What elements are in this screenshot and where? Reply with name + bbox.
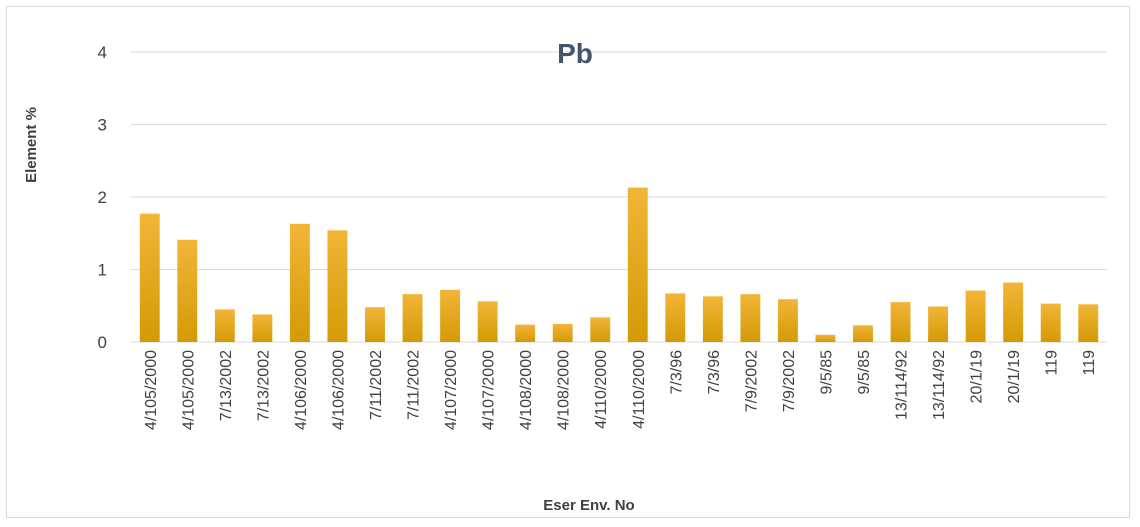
y-axis-ticks: 0 1 2 3 4 <box>98 43 107 352</box>
chart-frame: 0 1 2 3 4 4/105/2000 4/105/2000 7/13/2002 7/13/… <box>6 6 1130 518</box>
bar-26 <box>1078 304 1099 342</box>
y-tick-label: 4 <box>98 43 107 62</box>
x-tick-label: 119 <box>1081 350 1098 376</box>
bar-7 <box>365 307 385 342</box>
bar-11 <box>515 324 536 342</box>
x-axis-ticks: 4/105/2000 4/105/2000 7/13/2002 7/13/2002 4/… <box>143 350 1098 430</box>
x-tick-label: 7/3/96 <box>706 350 723 395</box>
x-tick-label: 13/114/92 <box>894 350 911 420</box>
bar-17 <box>740 294 761 342</box>
bar-23 <box>965 290 986 342</box>
x-tick-label: 7/9/2002 <box>781 350 798 412</box>
bar-3 <box>214 309 235 342</box>
bar-2 <box>177 239 198 342</box>
x-tick-label: 7/3/96 <box>668 350 685 395</box>
bar-16 <box>702 296 723 342</box>
x-tick-label: 4/108/2000 <box>518 350 535 430</box>
bar-21 <box>890 302 911 342</box>
x-tick-label: 7/13/2002 <box>255 350 272 421</box>
bar-14 <box>627 187 648 342</box>
bar-1 <box>139 213 160 342</box>
chart-title: Pb <box>557 38 593 69</box>
bar-25 <box>1040 303 1061 342</box>
x-tick-label: 13/114/92 <box>931 350 948 420</box>
bar-5 <box>289 223 310 342</box>
x-tick-label: 4/106/2000 <box>293 350 310 430</box>
x-tick-label: 7/13/2002 <box>218 350 235 421</box>
bar-24 <box>1003 282 1024 342</box>
x-tick-label: 9/5/85 <box>818 350 835 395</box>
bar-19 <box>815 334 836 342</box>
x-tick-label: 4/110/2000 <box>631 350 648 429</box>
bar-15 <box>665 293 686 342</box>
x-tick-label: 4/106/2000 <box>330 350 347 430</box>
gridlines <box>131 51 1107 343</box>
y-tick-label: 3 <box>98 116 107 135</box>
x-tick-label: 4/105/2000 <box>180 350 197 430</box>
x-tick-label: 7/11/2002 <box>368 350 385 420</box>
x-axis-label: Eser Env. No <box>543 497 634 514</box>
bar-chart: 0 1 2 3 4 4/105/2000 4/105/2000 7/13/2002 7/13/… <box>23 38 1107 514</box>
x-tick-label: 20/1/19 <box>969 350 986 403</box>
bar-4 <box>252 314 273 342</box>
bar-20 <box>853 325 873 342</box>
bars <box>139 187 1099 342</box>
bar-10 <box>477 301 498 342</box>
x-tick-label: 7/11/2002 <box>406 350 423 420</box>
x-tick-label: 4/108/2000 <box>556 350 573 430</box>
bar-18 <box>777 299 798 342</box>
y-axis-label: Element % <box>23 107 40 183</box>
bar-8 <box>402 294 423 342</box>
x-tick-label: 4/110/2000 <box>593 350 610 429</box>
bar-12 <box>552 323 573 342</box>
x-tick-label: 20/1/19 <box>1006 350 1023 403</box>
x-tick-label: 9/5/85 <box>856 350 873 395</box>
x-tick-label: 4/107/2000 <box>481 350 498 430</box>
x-tick-label: 119 <box>1044 350 1061 376</box>
bar-6 <box>327 230 348 342</box>
bar-13 <box>590 317 611 342</box>
bar-22 <box>928 306 949 342</box>
y-tick-label: 2 <box>98 188 107 207</box>
bar-9 <box>440 289 461 342</box>
y-tick-label: 0 <box>98 333 107 352</box>
x-tick-label: 4/105/2000 <box>143 350 160 430</box>
x-tick-label: 4/107/2000 <box>443 350 460 430</box>
x-tick-label: 7/9/2002 <box>743 350 760 412</box>
y-tick-label: 1 <box>98 261 107 280</box>
